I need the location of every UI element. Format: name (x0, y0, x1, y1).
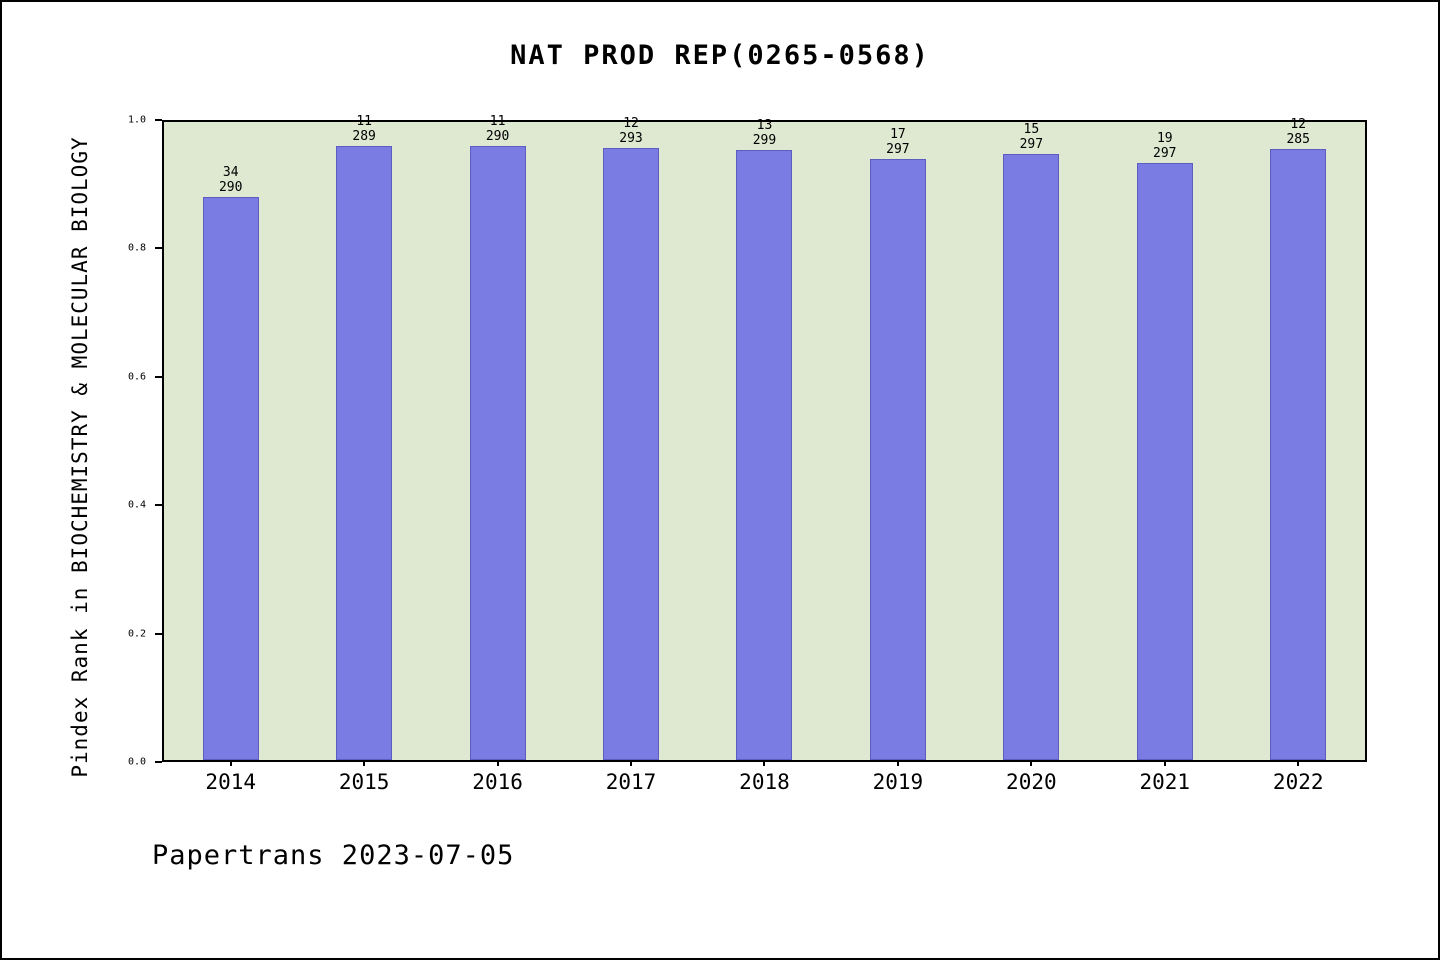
x-tick-mark (363, 760, 366, 766)
x-tick-mark (496, 760, 499, 766)
x-tick-mark (1030, 760, 1033, 766)
x-tick-mark (1297, 760, 1300, 766)
watermark-text: Papertrans 2023-07-05 (152, 840, 515, 871)
bar-value-label: 17 297 (831, 127, 964, 157)
y-tick-label: 0.4 (127, 499, 146, 511)
bar-slot-2015: 11 289 2015 (297, 114, 430, 794)
x-tick-label-2022: 2022 (1272, 770, 1324, 794)
bar-total-value: 297 (1019, 137, 1044, 153)
bar-slot-2021: 19 297 2021 (1098, 122, 1231, 794)
x-tick-label-2018: 2018 (739, 770, 790, 794)
bar-total-value: 297 (886, 141, 910, 157)
y-tick-mark (155, 375, 162, 378)
x-tick-mark (630, 760, 633, 766)
y-tick-label: 0.6 (127, 371, 146, 383)
bar-2022 (1270, 148, 1327, 760)
y-tick-mark (155, 119, 162, 121)
bar-rank-value: 34 (222, 164, 239, 180)
bar-slot-2019: 17 297 2019 (831, 122, 964, 794)
bar-2019 (869, 158, 926, 760)
x-tick-label-2020: 2020 (1006, 770, 1057, 794)
x-tick-label-2015: 2015 (338, 770, 390, 794)
bar-slot-2018: 13 299 2018 (698, 118, 831, 794)
y-tick-mark (155, 504, 162, 507)
bar-rank-value: 19 (1156, 130, 1173, 146)
bar-value-label: 15 297 (965, 122, 1098, 152)
bar-total-value: 289 (352, 129, 376, 145)
x-tick-mark (1163, 760, 1166, 766)
x-tick-label-2016: 2016 (472, 770, 523, 794)
chart-title: NAT PROD REP(0265-0568) (510, 40, 930, 71)
y-tick-label: 1.0 (127, 114, 146, 126)
x-tick-mark (763, 760, 766, 766)
bar-2016 (469, 146, 526, 760)
bar-value-label: 11 290 (431, 114, 564, 144)
y-tick-label: 0.0 (127, 756, 146, 768)
y-tick-label: 0.8 (127, 242, 146, 254)
x-tick-label-2021: 2021 (1139, 770, 1191, 794)
bar-total-value: 285 (1286, 131, 1310, 147)
y-tick-mark (155, 247, 162, 250)
bar-slot-2020: 15 297 2020 (965, 122, 1098, 794)
bar-value-label: 11 289 (297, 114, 430, 144)
bar-total-value: 290 (485, 129, 510, 145)
bar-total-value: 299 (752, 132, 777, 148)
bar-value-label: 12 293 (564, 116, 697, 146)
bar-2014 (202, 196, 259, 760)
bar-2020 (1003, 154, 1060, 760)
plot-area: 34 290 2014 11 289 2015 11 290 2016 12 293 2017 13 29… (162, 114, 1367, 794)
y-tick-label: 0.2 (127, 628, 146, 640)
x-tick-label-2019: 2019 (872, 770, 924, 794)
bar-2021 (1136, 162, 1193, 760)
bar-slot-2017: 12 293 2017 (564, 116, 697, 794)
bar-slot-2014: 34 290 2014 (164, 122, 297, 794)
bar-value-label: 12 285 (1232, 117, 1365, 147)
bar-total-value: 290 (218, 179, 243, 195)
bar-value-label: 13 299 (698, 118, 831, 148)
bar-rank-value: 12 (623, 116, 639, 132)
bar-rank-value: 11 (489, 114, 506, 130)
x-tick-label-2017: 2017 (605, 770, 657, 794)
bar-total-value: 293 (619, 131, 643, 147)
bar-value-label: 19 297 (1098, 131, 1231, 161)
bar-rank-value: 12 (1290, 116, 1307, 132)
bar-total-value: 297 (1153, 145, 1177, 161)
bar-rank-value: 13 (756, 117, 773, 133)
y-tick-mark (155, 632, 162, 635)
y-axis-ticks: 0.0 0.2 0.4 0.6 0.8 1.0 (2, 115, 162, 768)
bar-2017 (603, 148, 660, 760)
bar-slot-2016: 11 290 2016 (431, 114, 564, 794)
bar-rank-value: 11 (356, 114, 372, 130)
bar-rank-value: 17 (890, 126, 906, 142)
bar-rank-value: 15 (1023, 122, 1040, 138)
x-tick-mark (229, 760, 232, 766)
bar-value-label: 34 290 (164, 165, 297, 195)
x-tick-label-2014: 2014 (205, 770, 256, 794)
bar-slot-2022: 12 285 2022 (1232, 117, 1365, 794)
bar-2015 (336, 146, 393, 760)
y-tick-mark (155, 761, 162, 763)
x-tick-mark (896, 760, 899, 766)
bar-2018 (736, 149, 793, 760)
